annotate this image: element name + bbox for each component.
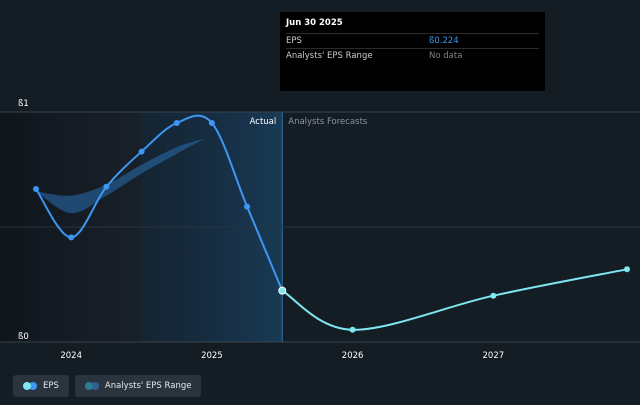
range-legend-icon bbox=[84, 382, 99, 390]
chart-legend: EPS Analysts' EPS Range bbox=[13, 375, 202, 397]
actual-region-label: Actual bbox=[250, 117, 277, 127]
eps-actual-point bbox=[33, 186, 39, 192]
eps-forecast-point bbox=[490, 292, 497, 299]
x-tick-label: 2025 bbox=[201, 351, 223, 361]
forecast-region-label: Analysts Forecasts bbox=[288, 117, 368, 127]
legend-eps-label: EPS bbox=[43, 381, 59, 391]
y-tick-label-bottom: ß0 bbox=[18, 332, 29, 342]
tooltip-date: Jun 30 2025 bbox=[286, 18, 343, 28]
eps-actual-point bbox=[208, 120, 215, 126]
tooltip-range-value: No data bbox=[429, 51, 463, 61]
analysts-eps-range-band bbox=[36, 138, 205, 214]
x-tick-label: 2024 bbox=[60, 351, 82, 361]
eps-actual-point bbox=[244, 203, 251, 210]
tooltip-range-label: Analysts' EPS Range bbox=[286, 51, 373, 61]
tooltip-eps-label: EPS bbox=[286, 36, 302, 46]
eps-actual-point bbox=[173, 120, 180, 126]
legend-eps-toggle[interactable]: EPS bbox=[13, 375, 69, 397]
y-tick-label-top: ß1 bbox=[18, 99, 29, 109]
x-tick-label: 2026 bbox=[342, 351, 364, 361]
eps-legend-dot-back bbox=[29, 382, 37, 390]
eps-legend-dot-front bbox=[23, 382, 31, 390]
eps-actual-point bbox=[138, 148, 145, 155]
eps-actual-point bbox=[68, 234, 75, 241]
tooltip-eps-row: EPS ß0.224 bbox=[286, 33, 539, 48]
legend-range-toggle[interactable]: Analysts' EPS Range bbox=[74, 375, 202, 397]
range-legend-dot-front bbox=[84, 382, 93, 390]
x-tick-label: 2027 bbox=[483, 351, 505, 361]
eps-forecast-point bbox=[349, 326, 356, 333]
hover-tooltip: Jun 30 2025 EPS ß0.224 Analysts' EPS Ran… bbox=[280, 12, 545, 91]
eps-hover-point bbox=[278, 286, 287, 295]
eps-legend-icon bbox=[23, 382, 37, 390]
range-legend-dot-back bbox=[90, 382, 99, 390]
eps-forecast-line bbox=[281, 268, 628, 331]
tooltip-eps-value: ß0.224 bbox=[429, 36, 459, 46]
eps-forecast-point bbox=[624, 266, 630, 273]
tooltip-range-row: Analysts' EPS Range No data bbox=[286, 48, 539, 63]
legend-range-label: Analysts' EPS Range bbox=[104, 381, 192, 391]
eps-actual-point bbox=[103, 183, 110, 190]
